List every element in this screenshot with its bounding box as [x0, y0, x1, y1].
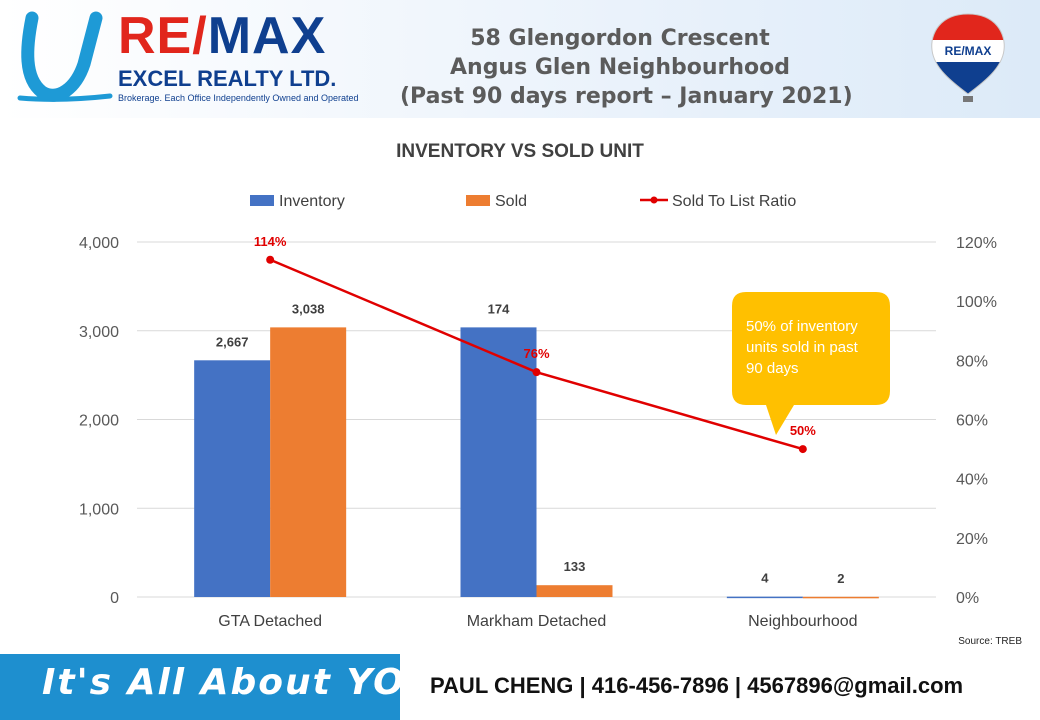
- report-title-period: (Past 90 days report – January 2021): [400, 84, 853, 109]
- bar-data-label: 3,038: [292, 301, 325, 316]
- y-axis-right: 0% 20% 40% 60% 80% 100% 120%: [956, 235, 997, 607]
- y-left-tick-label: 4,000: [79, 235, 119, 252]
- bar-data-label: 174: [488, 301, 510, 316]
- contact-panel: PAUL CHENG | 416-456-7896 | 4567896@gmai…: [400, 654, 1040, 720]
- ratio-point: [266, 255, 275, 264]
- agent-contact: PAUL CHENG | 416-456-7896 | 4567896@gmai…: [430, 673, 964, 698]
- bar-inventory: [460, 327, 537, 597]
- legend-swatch: [250, 195, 274, 206]
- ratio-data-label: 114%: [254, 234, 287, 249]
- legend-swatch: [466, 195, 490, 206]
- y-left-tick-label: 0: [110, 590, 119, 607]
- brand-logo: RE/MAX EXCEL REALTY LTD. Brokerage. Each…: [14, 8, 374, 108]
- inventory-sold-chart: INVENTORY VS SOLD UNIT Inventory Sold Sold…: [79, 141, 997, 630]
- remax-balloon-icon: RE/MAX: [931, 13, 1005, 102]
- y-right-tick-label: 40%: [956, 472, 988, 489]
- x-axis: GTA Detached Markham Detached Neighbourhoo…: [218, 613, 857, 630]
- ratio-data-label: 76%: [523, 346, 549, 361]
- report-title-neighbourhood: Angus Glen Neighbourhood: [450, 55, 790, 80]
- callout-text: 50% of inventory: [746, 318, 858, 335]
- y-left-tick-label: 3,000: [79, 324, 119, 341]
- balloon-label: RE/MAX: [945, 44, 992, 58]
- bar-data-label: 2: [837, 571, 844, 586]
- x-tick-label: GTA Detached: [218, 613, 322, 630]
- bar-inventory: [194, 360, 271, 597]
- chart-title: INVENTORY VS SOLD UNIT: [396, 141, 644, 162]
- chart-legend: Inventory Sold Sold To List Ratio: [250, 193, 796, 210]
- callout-text: units sold in past: [746, 339, 859, 356]
- x-tick-label: Markham Detached: [467, 613, 607, 630]
- legend-label: Inventory: [279, 193, 345, 210]
- x-tick-label: Neighbourhood: [748, 613, 857, 630]
- report-title-address: 58 Glengordon Crescent: [470, 26, 770, 51]
- y-right-tick-label: 80%: [956, 353, 988, 370]
- footer-banner: It's All About YOU PAUL CHENG | 416-456-…: [0, 654, 1040, 720]
- ratio-point: [532, 368, 541, 377]
- slogan: It's All About YOU: [42, 662, 438, 703]
- ratio-data-label: 50%: [790, 423, 816, 438]
- bar-data-label: 2,667: [216, 334, 249, 349]
- callout-bubble: 50% of inventory units sold in past 90 day…: [732, 292, 890, 435]
- bar-data-label: 133: [564, 559, 586, 574]
- y-right-tick-label: 20%: [956, 531, 988, 548]
- brokerage-tagline: Brokerage. Each Office Independently Own…: [118, 93, 359, 103]
- remax-wordmark: RE/MAX: [118, 7, 327, 65]
- ratio-line-series: 114% 76% 50%: [254, 234, 816, 454]
- callout-text: 90 days: [746, 360, 799, 377]
- bar-sold: [802, 596, 879, 599]
- bar-series: 2,667 174 4 3,038 133 2: [194, 301, 879, 599]
- y-left-tick-label: 2,000: [79, 413, 119, 430]
- legend-label: Sold To List Ratio: [672, 193, 796, 210]
- y-right-tick-label: 60%: [956, 413, 988, 430]
- y-axis-left: 0 1,000 2,000 3,000 4,000: [79, 235, 119, 607]
- legend-swatch-marker: [650, 196, 658, 204]
- legend-label: Sold: [495, 193, 527, 210]
- y-right-tick-label: 100%: [956, 294, 997, 311]
- y-left-tick-label: 1,000: [79, 501, 119, 518]
- report-title: 58 Glengordon Crescent Angus Glen Neighb…: [400, 24, 853, 111]
- office-name: EXCEL REALTY LTD.: [118, 66, 337, 91]
- bar-inventory: [726, 596, 803, 599]
- y-right-tick-label: 0%: [956, 590, 979, 607]
- u-logo-icon: [17, 11, 113, 102]
- ratio-point: [798, 445, 807, 454]
- y-right-tick-label: 120%: [956, 235, 997, 252]
- callout-shape: [732, 292, 890, 435]
- bar-sold: [270, 327, 347, 597]
- source-note: Source: TREB: [958, 636, 1022, 647]
- header-banner: RE/MAX EXCEL REALTY LTD. Brokerage. Each…: [0, 0, 1040, 118]
- bar-sold: [536, 585, 613, 597]
- bar-data-label: 4: [761, 571, 769, 586]
